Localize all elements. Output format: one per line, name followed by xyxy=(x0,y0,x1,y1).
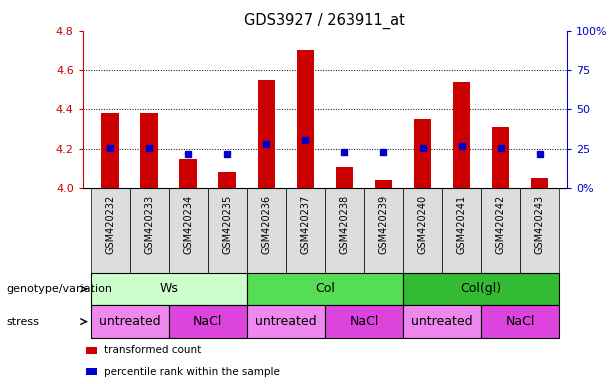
Text: GSM420243: GSM420243 xyxy=(535,195,545,254)
Bar xyxy=(442,188,481,273)
Bar xyxy=(91,305,169,338)
Bar xyxy=(492,127,509,188)
Text: percentile rank within the sample: percentile rank within the sample xyxy=(104,366,280,377)
Text: transformed count: transformed count xyxy=(104,345,202,356)
Text: untreated: untreated xyxy=(255,315,317,328)
Text: GSM420235: GSM420235 xyxy=(223,195,232,254)
Text: GSM420239: GSM420239 xyxy=(378,195,389,254)
Text: GSM420241: GSM420241 xyxy=(457,195,466,254)
Bar xyxy=(531,178,549,188)
Text: GSM420237: GSM420237 xyxy=(300,195,310,254)
Text: genotype/variation: genotype/variation xyxy=(6,284,112,294)
Text: GSM420240: GSM420240 xyxy=(417,195,427,254)
Bar xyxy=(257,80,275,188)
Bar xyxy=(297,50,314,188)
Bar xyxy=(286,188,325,273)
Bar xyxy=(169,305,247,338)
Bar xyxy=(364,188,403,273)
Bar xyxy=(169,188,208,273)
Bar xyxy=(325,305,403,338)
Text: stress: stress xyxy=(6,316,39,327)
Text: GSM420236: GSM420236 xyxy=(261,195,272,254)
Bar xyxy=(101,113,119,188)
Bar xyxy=(453,82,470,188)
Title: GDS3927 / 263911_at: GDS3927 / 263911_at xyxy=(245,13,405,29)
Text: Col: Col xyxy=(315,283,335,295)
Text: Col(gl): Col(gl) xyxy=(460,283,501,295)
Text: GSM420242: GSM420242 xyxy=(496,195,506,254)
Bar xyxy=(208,188,247,273)
Bar xyxy=(403,273,559,305)
Bar xyxy=(325,188,364,273)
Text: NaCl: NaCl xyxy=(193,315,223,328)
Bar xyxy=(403,305,481,338)
Bar xyxy=(91,188,129,273)
Text: GSM420238: GSM420238 xyxy=(340,195,349,254)
Bar xyxy=(481,305,559,338)
Text: NaCl: NaCl xyxy=(349,315,379,328)
Bar xyxy=(414,119,432,188)
Text: GSM420233: GSM420233 xyxy=(144,195,154,254)
Bar xyxy=(129,188,169,273)
Bar xyxy=(247,305,325,338)
Bar xyxy=(336,167,353,188)
Text: NaCl: NaCl xyxy=(506,315,535,328)
Bar xyxy=(218,172,236,188)
Bar xyxy=(180,159,197,188)
Bar xyxy=(140,113,158,188)
Bar xyxy=(247,273,403,305)
Text: GSM420232: GSM420232 xyxy=(105,195,115,254)
Bar xyxy=(403,188,442,273)
Bar xyxy=(481,188,520,273)
Text: untreated: untreated xyxy=(411,315,473,328)
Text: GSM420234: GSM420234 xyxy=(183,195,193,254)
Text: Ws: Ws xyxy=(159,283,178,295)
Bar xyxy=(247,188,286,273)
Bar xyxy=(375,180,392,188)
Bar xyxy=(91,273,247,305)
Text: untreated: untreated xyxy=(99,315,161,328)
Bar xyxy=(520,188,559,273)
